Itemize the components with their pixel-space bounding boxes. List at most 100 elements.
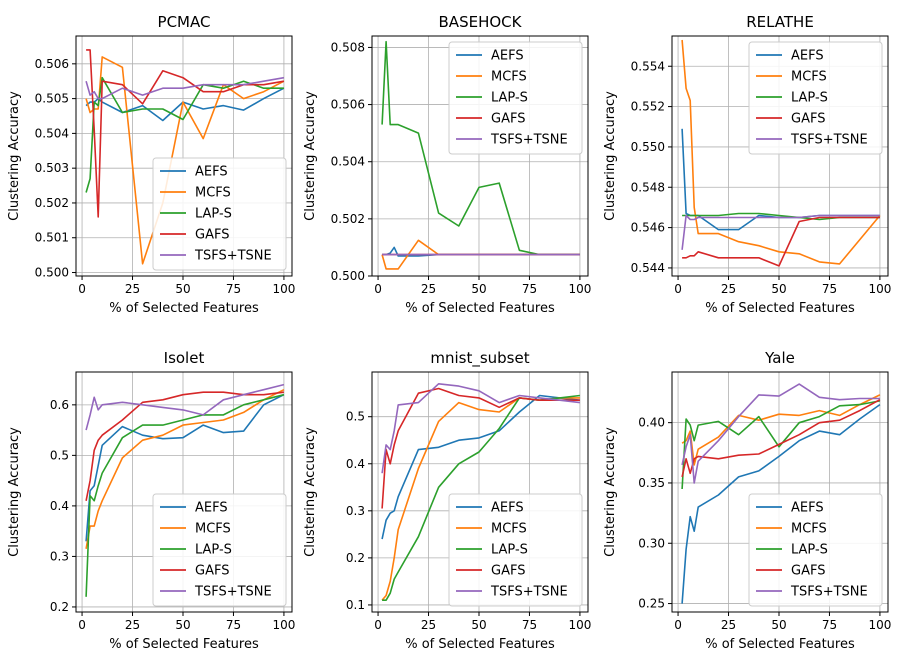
y-axis-label: Clustering Accuracy	[603, 91, 618, 221]
x-tick-label: 100	[272, 618, 295, 632]
chart-title: mnist_subset	[430, 349, 529, 368]
series-group	[681, 383, 881, 604]
x-tick-label: 25	[125, 618, 140, 632]
legend-box	[152, 157, 287, 271]
x-tick-label: 50	[175, 618, 190, 632]
x-tick-label: 50	[771, 282, 786, 296]
y-tick-label: 0.6	[50, 398, 69, 412]
legend-label-tsfs-tsne: TSFS+TSNE	[194, 249, 272, 264]
x-tick-label: 25	[721, 618, 736, 632]
legend-label-mcfs: MCFS	[195, 522, 231, 537]
y-tick-label: 0.503	[35, 161, 69, 175]
series-line-tsfs-tsne	[681, 214, 880, 250]
legend: AEFS MCFS LAP-S GAFS TSFS+TSNE	[152, 493, 287, 607]
legend-label-aefs: AEFS	[791, 49, 824, 64]
y-tick-label: 0.546	[631, 221, 665, 235]
y-axis-label: Clustering Accuracy	[7, 427, 22, 557]
y-tick-label: 0.552	[631, 100, 665, 114]
y-tick-label: 0.554	[631, 59, 665, 73]
x-tick-label: 0	[78, 282, 86, 296]
chart-title: Isolet	[164, 349, 205, 367]
y-tick-label: 0.505	[35, 92, 69, 106]
legend-label-tsfs-tsne: TSFS+TSNE	[194, 585, 272, 600]
legend-label-gafs: GAFS	[195, 564, 229, 579]
legend-label-lap-s: LAP-S	[491, 91, 528, 106]
x-tick-label: 75	[522, 282, 537, 296]
axes-frame	[371, 371, 589, 613]
legend-label-mcfs: MCFS	[491, 522, 527, 537]
legend-label-gafs: GAFS	[791, 564, 825, 579]
x-tick-label: 50	[771, 618, 786, 632]
legend-label-lap-s: LAP-S	[195, 207, 232, 222]
series-group	[381, 382, 580, 602]
x-tick-label: 0	[374, 618, 382, 632]
y-tick-label: 0.4	[346, 457, 365, 471]
chart-title: Yale	[764, 349, 795, 367]
legend-label-mcfs: MCFS	[791, 70, 827, 85]
y-tick-label: 0.544	[631, 261, 665, 275]
y-axis-label: Clustering Accuracy	[303, 91, 318, 221]
series-line-lap-s	[85, 393, 285, 597]
y-tick-label: 0.30	[638, 536, 665, 550]
x-tick-label: 75	[522, 618, 537, 632]
y-tick-label: 0.501	[35, 231, 69, 245]
series-line-gafs	[381, 387, 580, 509]
chart-relathe: 0 25 50 75 100 0.544 0.546 0.548 0.550 0.552 0.554…	[603, 13, 891, 316]
legend-box	[748, 41, 883, 155]
series-line-lap-s	[681, 400, 881, 490]
x-axis-label: % of Selected Features	[109, 637, 259, 652]
x-axis-label: % of Selected Features	[109, 301, 259, 316]
x-tick-label: 50	[471, 282, 486, 296]
legend-label-gafs: GAFS	[195, 228, 229, 243]
series-line-aefs	[681, 403, 881, 604]
x-tick-label: 100	[272, 282, 295, 296]
x-tick-label: 0	[674, 282, 682, 296]
legend-label-aefs: AEFS	[491, 49, 524, 64]
x-tick-label: 75	[822, 618, 837, 632]
legend-box	[448, 493, 583, 607]
legend-label-aefs: AEFS	[791, 501, 824, 516]
x-tick-label: 25	[125, 282, 140, 296]
legend-label-mcfs: MCFS	[195, 186, 231, 201]
legend-box	[152, 493, 287, 607]
chart-pcmac: 0 25 50 75 100 0.500 0.501 0.502 0.503 0.504 0.505…	[7, 13, 295, 316]
x-tick-label: 50	[175, 282, 190, 296]
x-tick-label: 0	[674, 618, 682, 632]
x-axis-label: % of Selected Features	[705, 637, 855, 652]
y-tick-label: 0.3	[346, 504, 365, 518]
series-line-gafs	[85, 391, 284, 501]
series-group	[85, 383, 285, 597]
legend-label-lap-s: LAP-S	[791, 91, 828, 106]
y-tick-label: 0.4	[50, 499, 69, 513]
y-tick-label: 0.3	[50, 549, 69, 563]
x-tick-label: 25	[721, 282, 736, 296]
series-line-tsfs-tsne	[681, 383, 880, 484]
axes-frame	[371, 35, 589, 277]
y-tick-label: 0.40	[638, 416, 665, 430]
x-tick-label: 100	[868, 618, 891, 632]
x-tick-label: 100	[568, 618, 591, 632]
legend-label-aefs: AEFS	[195, 165, 228, 180]
legend-label-gafs: GAFS	[791, 112, 825, 127]
y-tick-label: 0.35	[638, 476, 665, 490]
x-tick-label: 25	[421, 282, 436, 296]
chart-title: RELATHE	[746, 13, 814, 31]
y-tick-label: 0.506	[331, 98, 365, 112]
y-tick-label: 0.502	[331, 212, 365, 226]
legend: AEFS MCFS LAP-S GAFS TSFS+TSNE	[748, 41, 883, 155]
legend-label-mcfs: MCFS	[491, 70, 527, 85]
legend-label-gafs: GAFS	[491, 564, 525, 579]
series-group	[381, 40, 580, 270]
y-tick-label: 0.506	[35, 57, 69, 71]
series-line-gafs	[681, 398, 881, 478]
legend-label-aefs: AEFS	[491, 501, 524, 516]
chart-basehock: 0 25 50 75 100 0.500 0.502 0.504 0.506 0.508 BASEH…	[303, 13, 591, 316]
x-axis-label: % of Selected Features	[405, 301, 555, 316]
y-tick-label: 0.508	[331, 40, 365, 54]
y-tick-label: 0.1	[346, 598, 365, 612]
y-tick-label: 0.500	[331, 269, 365, 283]
legend-label-aefs: AEFS	[195, 501, 228, 516]
y-tick-label: 0.504	[35, 126, 69, 140]
legend: AEFS MCFS LAP-S GAFS TSFS+TSNE	[152, 157, 287, 271]
x-tick-label: 75	[226, 618, 241, 632]
